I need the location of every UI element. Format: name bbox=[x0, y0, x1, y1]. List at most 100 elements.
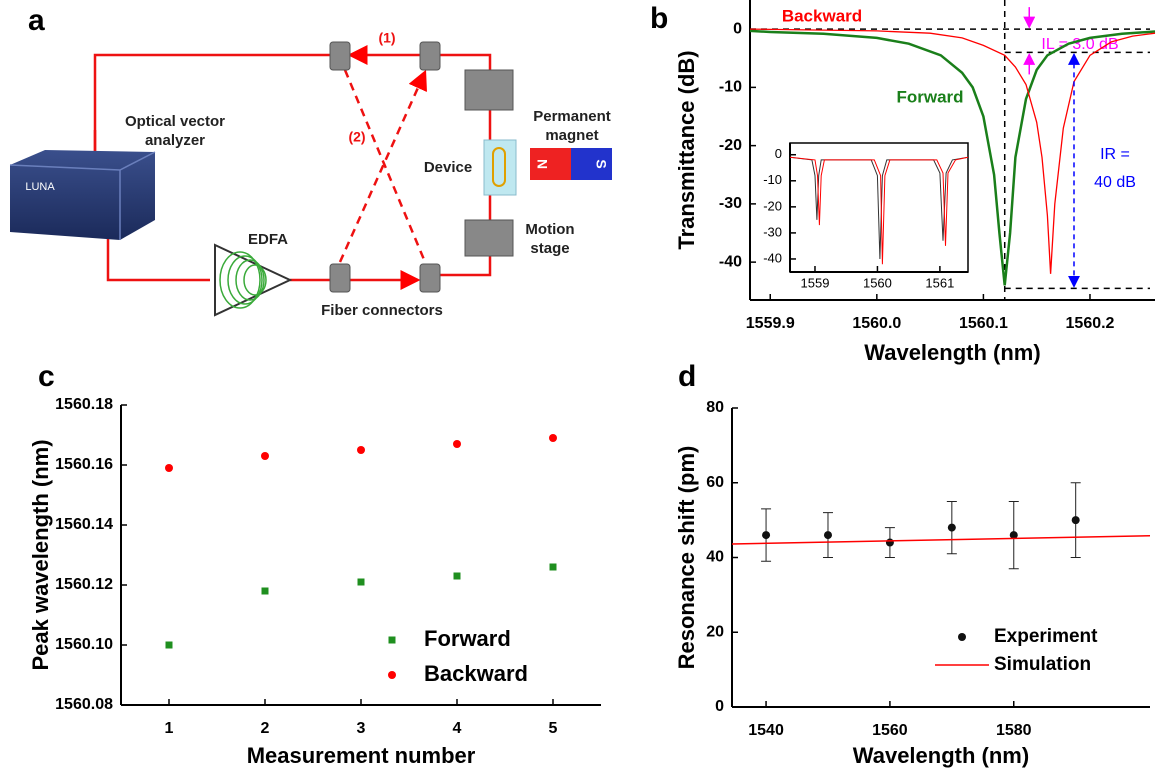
magnet-pole: N bbox=[534, 159, 550, 169]
path-label: (2) bbox=[348, 129, 365, 145]
y-tick-label: 40 bbox=[706, 549, 724, 566]
x-tick-label: 1560.1 bbox=[959, 315, 1008, 332]
marker bbox=[823, 531, 832, 540]
marker bbox=[165, 641, 173, 649]
stage-block bbox=[464, 69, 514, 111]
y-tick-label: 0 bbox=[715, 698, 724, 715]
x-tick-label: 2 bbox=[261, 720, 270, 737]
y-tick-label: 1560.18 bbox=[55, 396, 113, 413]
marker bbox=[453, 440, 461, 448]
legend-swatch bbox=[388, 636, 396, 644]
x-tick-label: 1559.9 bbox=[746, 315, 795, 332]
analyzer bbox=[10, 150, 155, 240]
series-line bbox=[749, 28, 1156, 274]
fiber-dashed bbox=[338, 69, 427, 263]
y-axis-label: Transmittance (dB) bbox=[674, 50, 699, 249]
fiber-dashed bbox=[343, 69, 427, 263]
magnet-pole: S bbox=[593, 159, 609, 168]
resonator bbox=[492, 147, 506, 187]
x-tick-label: 1580 bbox=[996, 722, 1032, 739]
annotation: Forward bbox=[896, 87, 963, 106]
label: magnet bbox=[545, 127, 598, 144]
path-label: (1) bbox=[378, 30, 395, 46]
marker bbox=[453, 572, 461, 580]
y-axis-label: Resonance shift (pm) bbox=[674, 446, 699, 670]
connector bbox=[329, 41, 351, 71]
y-tick-label: 1560.12 bbox=[55, 576, 113, 593]
y-tick-label: 1560.08 bbox=[55, 696, 113, 713]
y-axis-label: Peak wavelength (nm) bbox=[28, 439, 53, 670]
y-tick-label: 1560.14 bbox=[55, 516, 113, 533]
y-tick-label: 1560.10 bbox=[55, 636, 113, 653]
x-tick-label: 3 bbox=[357, 720, 366, 737]
legend-label: Experiment bbox=[994, 626, 1098, 647]
series-line bbox=[731, 535, 1151, 545]
x-axis-label: Wavelength (nm) bbox=[864, 340, 1040, 365]
y-tick-label: -40 bbox=[719, 253, 742, 270]
series-line bbox=[749, 29, 1156, 286]
legend-label: Backward bbox=[424, 661, 528, 686]
label: Fiber connectors bbox=[321, 302, 443, 319]
x-tick-label: 1560 bbox=[863, 275, 892, 290]
marker bbox=[261, 452, 269, 460]
brand: LUNA bbox=[25, 181, 55, 193]
y-tick-label: -30 bbox=[763, 224, 782, 239]
setup-diagram: N S LUNA Optical vector analyzer EDFA Fi… bbox=[9, 30, 612, 319]
label: Motion bbox=[525, 221, 574, 238]
magnet-north bbox=[530, 148, 571, 180]
y-tick-label: 20 bbox=[706, 623, 724, 640]
x-tick-label: 1540 bbox=[748, 722, 784, 739]
marker bbox=[357, 578, 365, 586]
series-line bbox=[789, 156, 969, 265]
magnet-south bbox=[571, 148, 612, 180]
x-tick-label: 1559 bbox=[801, 275, 830, 290]
panel-label: c bbox=[38, 360, 55, 393]
marker bbox=[885, 538, 894, 547]
marker bbox=[947, 523, 956, 532]
legend-label: Forward bbox=[424, 626, 511, 651]
y-tick-label: -20 bbox=[763, 198, 782, 213]
y-tick-label: 80 bbox=[706, 399, 724, 416]
x-tick-label: 1560.2 bbox=[1066, 315, 1115, 332]
annotation: Backward bbox=[782, 6, 862, 25]
connector bbox=[419, 263, 441, 293]
panel-label: d bbox=[678, 360, 696, 393]
marker bbox=[357, 446, 365, 454]
marker bbox=[165, 464, 173, 472]
y-tick-label: 0 bbox=[733, 20, 742, 37]
label: Device bbox=[424, 159, 472, 176]
x-tick-label: 1561 bbox=[925, 275, 954, 290]
marker bbox=[549, 434, 557, 442]
annotation: IR = bbox=[1100, 146, 1130, 163]
x-tick-label: 1 bbox=[165, 720, 174, 737]
marker bbox=[1009, 531, 1018, 540]
series-line bbox=[789, 156, 969, 260]
marker bbox=[1071, 516, 1080, 525]
marker bbox=[762, 531, 771, 540]
x-tick-label: 1560 bbox=[872, 722, 908, 739]
panel-label: b bbox=[650, 2, 668, 35]
y-tick-label: 1560.16 bbox=[55, 456, 113, 473]
y-tick-label: -20 bbox=[719, 137, 742, 154]
annotation: 40 dB bbox=[1094, 174, 1136, 191]
x-tick-label: 4 bbox=[453, 720, 462, 737]
connector bbox=[419, 41, 441, 71]
y-tick-label: 60 bbox=[706, 474, 724, 491]
y-tick-label: -30 bbox=[719, 195, 742, 212]
panel-label: a bbox=[28, 4, 45, 37]
x-tick-label: 1560.0 bbox=[852, 315, 901, 332]
y-tick-label: -40 bbox=[763, 250, 782, 265]
legend-label: Simulation bbox=[994, 654, 1091, 675]
label: Permanent bbox=[533, 108, 611, 125]
label: stage bbox=[530, 240, 569, 257]
edfa bbox=[214, 243, 293, 317]
legend-swatch bbox=[958, 633, 966, 641]
label: Optical vector bbox=[125, 113, 225, 130]
marker bbox=[549, 563, 557, 571]
x-axis-label: Wavelength (nm) bbox=[853, 743, 1029, 768]
y-tick-label: 0 bbox=[775, 146, 782, 161]
x-tick-label: 5 bbox=[549, 720, 558, 737]
connector bbox=[329, 263, 351, 293]
